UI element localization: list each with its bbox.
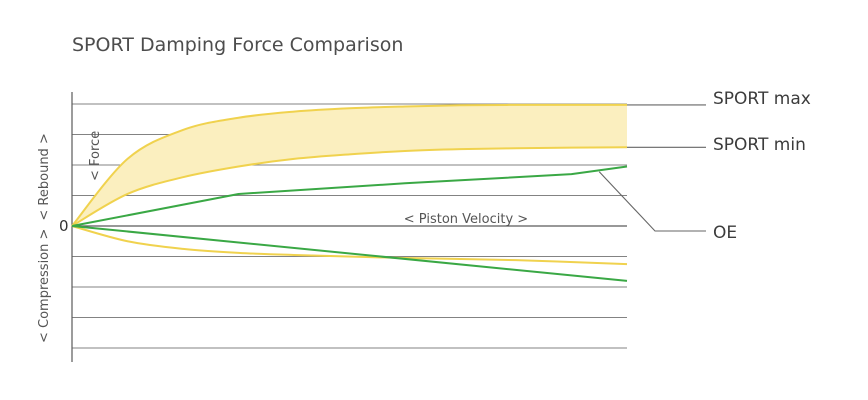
series-line-sport-compression	[71, 225, 628, 266]
force-label: < Force	[88, 131, 103, 181]
series-line-sport-max	[71, 103, 627, 227]
origin-label: 0	[59, 217, 69, 235]
piston-velocity-label: < Piston Velocity >	[404, 212, 528, 227]
series-line-oe-compression	[71, 225, 628, 282]
rebound-label: < Rebound >	[37, 133, 52, 220]
leader-oe	[598, 171, 706, 232]
series-line-oe	[71, 165, 628, 227]
series-lines	[71, 103, 628, 282]
compression-rebound-axis-label: < Compression > < Rebound >	[37, 133, 52, 343]
sport-range-band	[72, 104, 627, 226]
compression-label: < Compression >	[37, 229, 52, 343]
legend-label-sport-max: SPORT max	[713, 89, 811, 109]
chart-title: SPORT Damping Force Comparison	[72, 34, 403, 56]
series-leaders	[598, 104, 706, 232]
series-line-sport-min	[71, 146, 628, 227]
legend-label-oe: OE	[713, 223, 737, 243]
legend-label-sport-min: SPORT min	[713, 135, 806, 155]
